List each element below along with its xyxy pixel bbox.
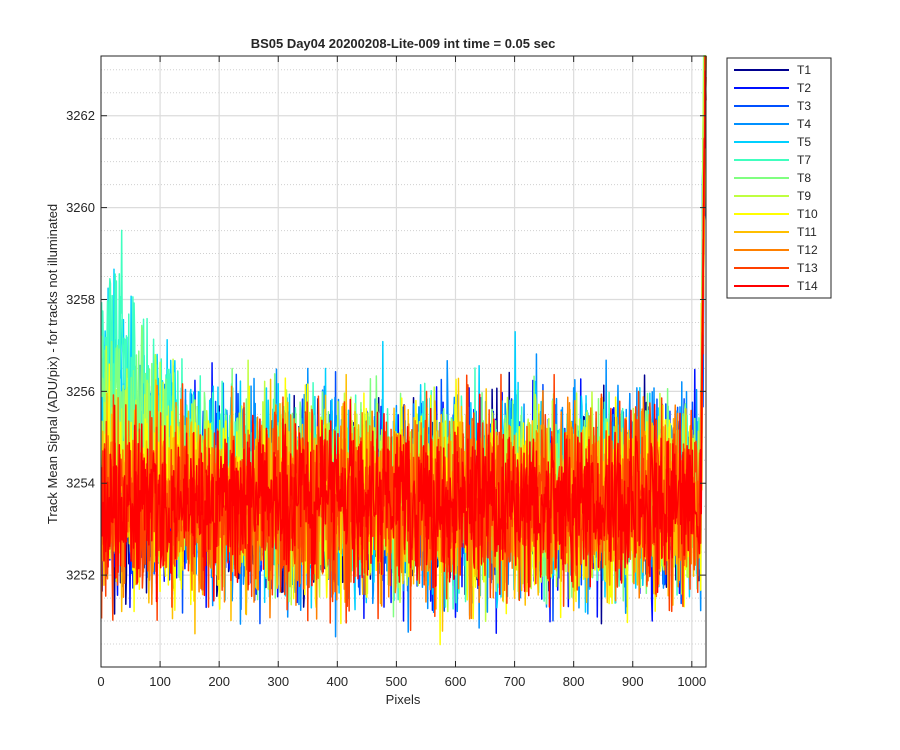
- x-tick-label: 200: [208, 674, 230, 689]
- x-ticks: 0 100 200 300 400 500 600 700 800 900 1000: [97, 56, 706, 689]
- legend-label-t11: T11: [797, 225, 817, 239]
- x-axis-label: Pixels: [386, 692, 421, 707]
- legend-label-t3: T3: [797, 99, 811, 113]
- legend-label-t4: T4: [797, 117, 811, 131]
- y-ticks: 3252 3254 3256 3258 3260 3262: [66, 108, 706, 583]
- x-tick-label: 700: [504, 674, 526, 689]
- x-tick-label: 300: [267, 674, 289, 689]
- x-tick-label: 500: [386, 674, 408, 689]
- legend: T1 T2 T3 T4 T5 T7 T8 T9 T10 T11 T12 T13 T14: [726, 57, 832, 299]
- y-tick-label: 3254: [66, 476, 95, 491]
- x-tick-label: 0: [97, 674, 104, 689]
- legend-label-t9: T9: [797, 189, 811, 203]
- legend-label-t7: T7: [797, 153, 811, 167]
- x-tick-label: 100: [149, 674, 171, 689]
- legend-label-t8: T8: [797, 171, 811, 185]
- y-tick-label: 3252: [66, 568, 95, 583]
- legend-label-t10: T10: [797, 207, 818, 221]
- x-tick-label: 800: [563, 674, 585, 689]
- y-tick-label: 3262: [66, 108, 95, 123]
- x-tick-label: 600: [445, 674, 467, 689]
- x-tick-label: 1000: [677, 674, 706, 689]
- legend-label-t13: T13: [797, 261, 818, 275]
- series-line-t14: [100, 70, 707, 608]
- legend-label-t1: T1: [797, 63, 811, 77]
- x-tick-label: 900: [622, 674, 644, 689]
- chart-title: BS05 Day04 20200208-Lite-009 int time = …: [251, 36, 556, 51]
- legend-label-t2: T2: [797, 81, 811, 95]
- legend-label-t12: T12: [797, 243, 818, 257]
- y-tick-label: 3256: [66, 384, 95, 399]
- plot-box: [100, 55, 707, 668]
- legend-label-t14: T14: [797, 279, 818, 293]
- x-tick-label: 400: [326, 674, 348, 689]
- plot-axes: 0 100 200 300 400 500 600 700 800 900 1000 3252325…: [66, 55, 707, 689]
- y-tick-label: 3260: [66, 200, 95, 215]
- y-axis-label: Track Mean Signal (ADU/pix) - for tracks…: [45, 204, 60, 524]
- legend-label-t5: T5: [797, 135, 811, 149]
- series-lines: [100, 55, 707, 646]
- y-tick-label: 3258: [66, 292, 95, 307]
